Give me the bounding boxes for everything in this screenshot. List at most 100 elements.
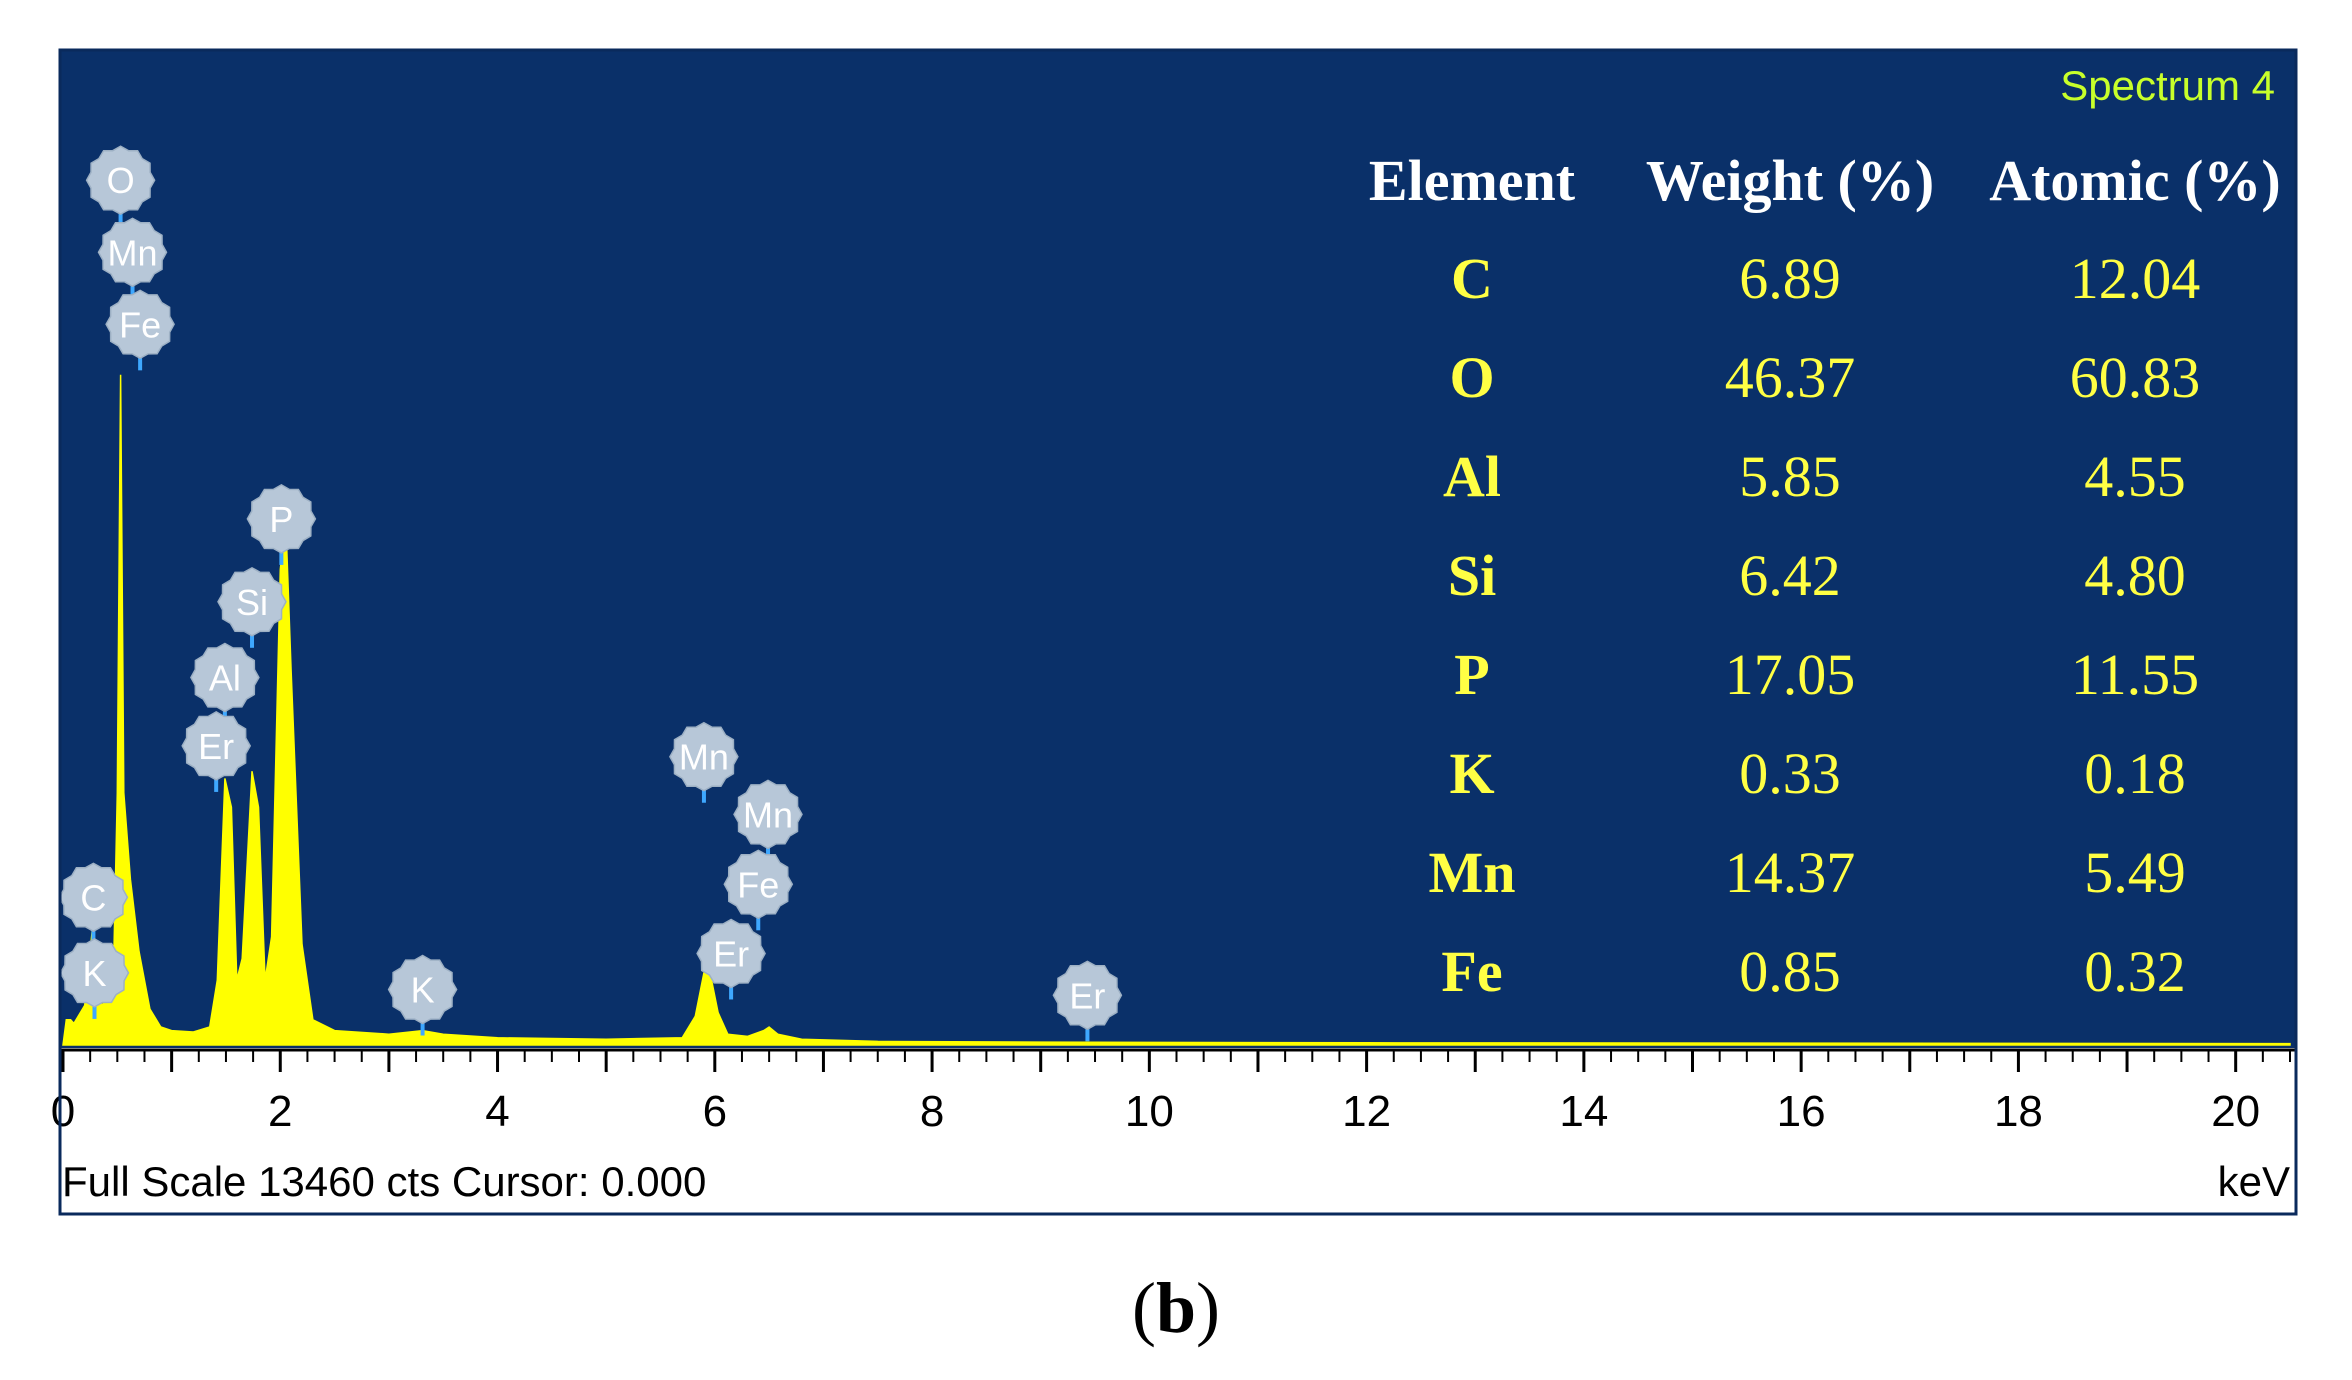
atomic-cell: 5.49 xyxy=(2084,840,2186,905)
table-header-weight: Weight (%) xyxy=(1646,148,1934,213)
peak-marker-badge xyxy=(733,779,803,850)
x-tick-label: 0 xyxy=(51,1087,75,1136)
peak-marker-label: Al xyxy=(209,657,241,698)
peak-marker-label: Er xyxy=(1069,975,1105,1016)
weight-cell: 0.33 xyxy=(1739,741,1841,806)
table-body: C 6.89 12.04 O 46.37 60.83 Al 5.85 4.55 Si 6.42 4.8… xyxy=(1429,246,2201,1004)
peak-marker-label: Fe xyxy=(737,864,779,905)
element-cell: Mn xyxy=(1429,840,1516,905)
table-header-element: Element xyxy=(1369,148,1576,213)
atomic-cell: 60.83 xyxy=(2070,345,2201,410)
panel-label-open: ( xyxy=(1132,1268,1156,1348)
x-tick-label: 20 xyxy=(2211,1087,2260,1136)
spectrum-label: Spectrum 4 xyxy=(2060,62,2275,109)
table-row: Fe 0.85 0.32 xyxy=(1441,939,2185,1004)
table-row: C 6.89 12.04 xyxy=(1451,246,2200,311)
peak-marker-badge xyxy=(105,289,175,360)
atomic-cell: 0.18 xyxy=(2084,741,2186,806)
peak-marker-fe: Fe xyxy=(723,849,794,931)
table-row: P 17.05 11.55 xyxy=(1454,642,2199,707)
table-row: K 0.33 0.18 xyxy=(1449,741,2185,806)
peak-marker-k: K xyxy=(387,954,458,1036)
x-tick-label: 6 xyxy=(703,1087,727,1136)
peak-marker-badge xyxy=(669,721,739,792)
plot-background xyxy=(60,50,2296,1048)
element-cell: Fe xyxy=(1441,939,1502,1004)
peak-marker-badge xyxy=(181,711,252,781)
table-row: Mn 14.37 5.49 xyxy=(1429,840,2186,905)
peak-marker-badge xyxy=(387,954,458,1025)
table-row: Al 5.85 4.55 xyxy=(1443,444,2186,509)
table-row: O 46.37 60.83 xyxy=(1449,345,2200,410)
peak-marker-label: Mn xyxy=(743,794,793,835)
peak-marker-badge xyxy=(723,849,794,920)
x-tick-label: 8 xyxy=(920,1087,944,1136)
peak-marker-label: Si xyxy=(236,582,268,623)
peak-marker-label: P xyxy=(269,499,293,540)
x-tick-label: 2 xyxy=(268,1087,292,1136)
peak-marker-badge xyxy=(246,484,317,554)
weight-cell: 0.85 xyxy=(1739,939,1841,1004)
atomic-cell: 4.80 xyxy=(2084,543,2186,608)
peak-marker-label: K xyxy=(82,953,106,994)
peak-marker-o: O xyxy=(85,145,156,227)
peak-marker-badge xyxy=(217,566,287,637)
x-tick-label: 4 xyxy=(485,1087,509,1136)
peak-marker-label: C xyxy=(80,877,106,918)
plot-frame xyxy=(58,48,2298,1216)
peak-marker-label: Fe xyxy=(119,304,161,345)
atomic-cell: 4.55 xyxy=(2084,444,2186,509)
peak-marker-al: Al xyxy=(190,642,260,724)
peak-marker-badge xyxy=(190,642,260,713)
x-axis: 0 2 4 6 8 10 12 14 16 18 20 xyxy=(51,1050,2291,1136)
panel-label: (b) xyxy=(1132,1268,1220,1348)
peak-marker-fe: Fe xyxy=(105,289,175,371)
element-cell: O xyxy=(1449,345,1494,410)
peak-marker-label: O xyxy=(107,160,135,201)
panel-label-close: ) xyxy=(1196,1268,1220,1348)
table-row: Si 6.42 4.80 xyxy=(1448,543,2186,608)
composition-table: Element Weight (%) Atomic (%) C 6.89 12.04… xyxy=(1369,148,2281,1004)
weight-cell: 6.42 xyxy=(1739,543,1841,608)
weight-cell: 17.05 xyxy=(1725,642,1856,707)
peak-marker-label: K xyxy=(411,970,435,1011)
peak-marker-label: Er xyxy=(713,933,749,974)
weight-cell: 14.37 xyxy=(1725,840,1856,905)
element-cell: Al xyxy=(1443,444,1501,509)
peak-marker-mn: Mn xyxy=(97,217,168,299)
peak-marker-badge xyxy=(85,145,156,216)
x-tick-label: 10 xyxy=(1125,1087,1174,1136)
x-tick-label: 14 xyxy=(1559,1087,1608,1136)
element-cell: P xyxy=(1454,642,1489,707)
atomic-cell: 12.04 xyxy=(2070,246,2201,311)
peak-marker-badge xyxy=(97,217,168,288)
table-header-atomic: Atomic (%) xyxy=(1989,148,2281,213)
panel-label-letter: b xyxy=(1156,1268,1196,1348)
peak-marker-er: Er xyxy=(1052,960,1123,1042)
weight-cell: 46.37 xyxy=(1725,345,1856,410)
peak-marker-er: Er xyxy=(696,918,766,1000)
x-axis-unit-label: keV xyxy=(2218,1158,2290,1205)
weight-cell: 6.89 xyxy=(1739,246,1841,311)
peak-marker-badge xyxy=(1052,960,1123,1031)
peak-marker-label: Mn xyxy=(108,232,158,273)
atomic-cell: 11.55 xyxy=(2071,642,2199,707)
element-cell: Si xyxy=(1448,543,1496,608)
peak-marker-si: Si xyxy=(217,566,287,648)
full-scale-readout: Full Scale 13460 cts Cursor: 0.000 xyxy=(62,1158,706,1205)
weight-cell: 5.85 xyxy=(1739,444,1841,509)
peak-marker-badge xyxy=(696,918,766,989)
peak-marker-label: Mn xyxy=(679,737,729,778)
x-tick-label: 12 xyxy=(1342,1087,1391,1136)
peak-marker-p: P xyxy=(246,484,317,565)
x-tick-label: 18 xyxy=(1994,1087,2043,1136)
peak-marker-mn: Mn xyxy=(669,721,739,803)
atomic-cell: 0.32 xyxy=(2084,939,2186,1004)
element-cell: K xyxy=(1449,741,1494,806)
peak-marker-label: Er xyxy=(198,726,234,767)
x-axis-strip xyxy=(60,1048,2296,1214)
peak-marker-mn: Mn xyxy=(733,779,803,861)
peak-marker-k: K xyxy=(59,938,130,1019)
